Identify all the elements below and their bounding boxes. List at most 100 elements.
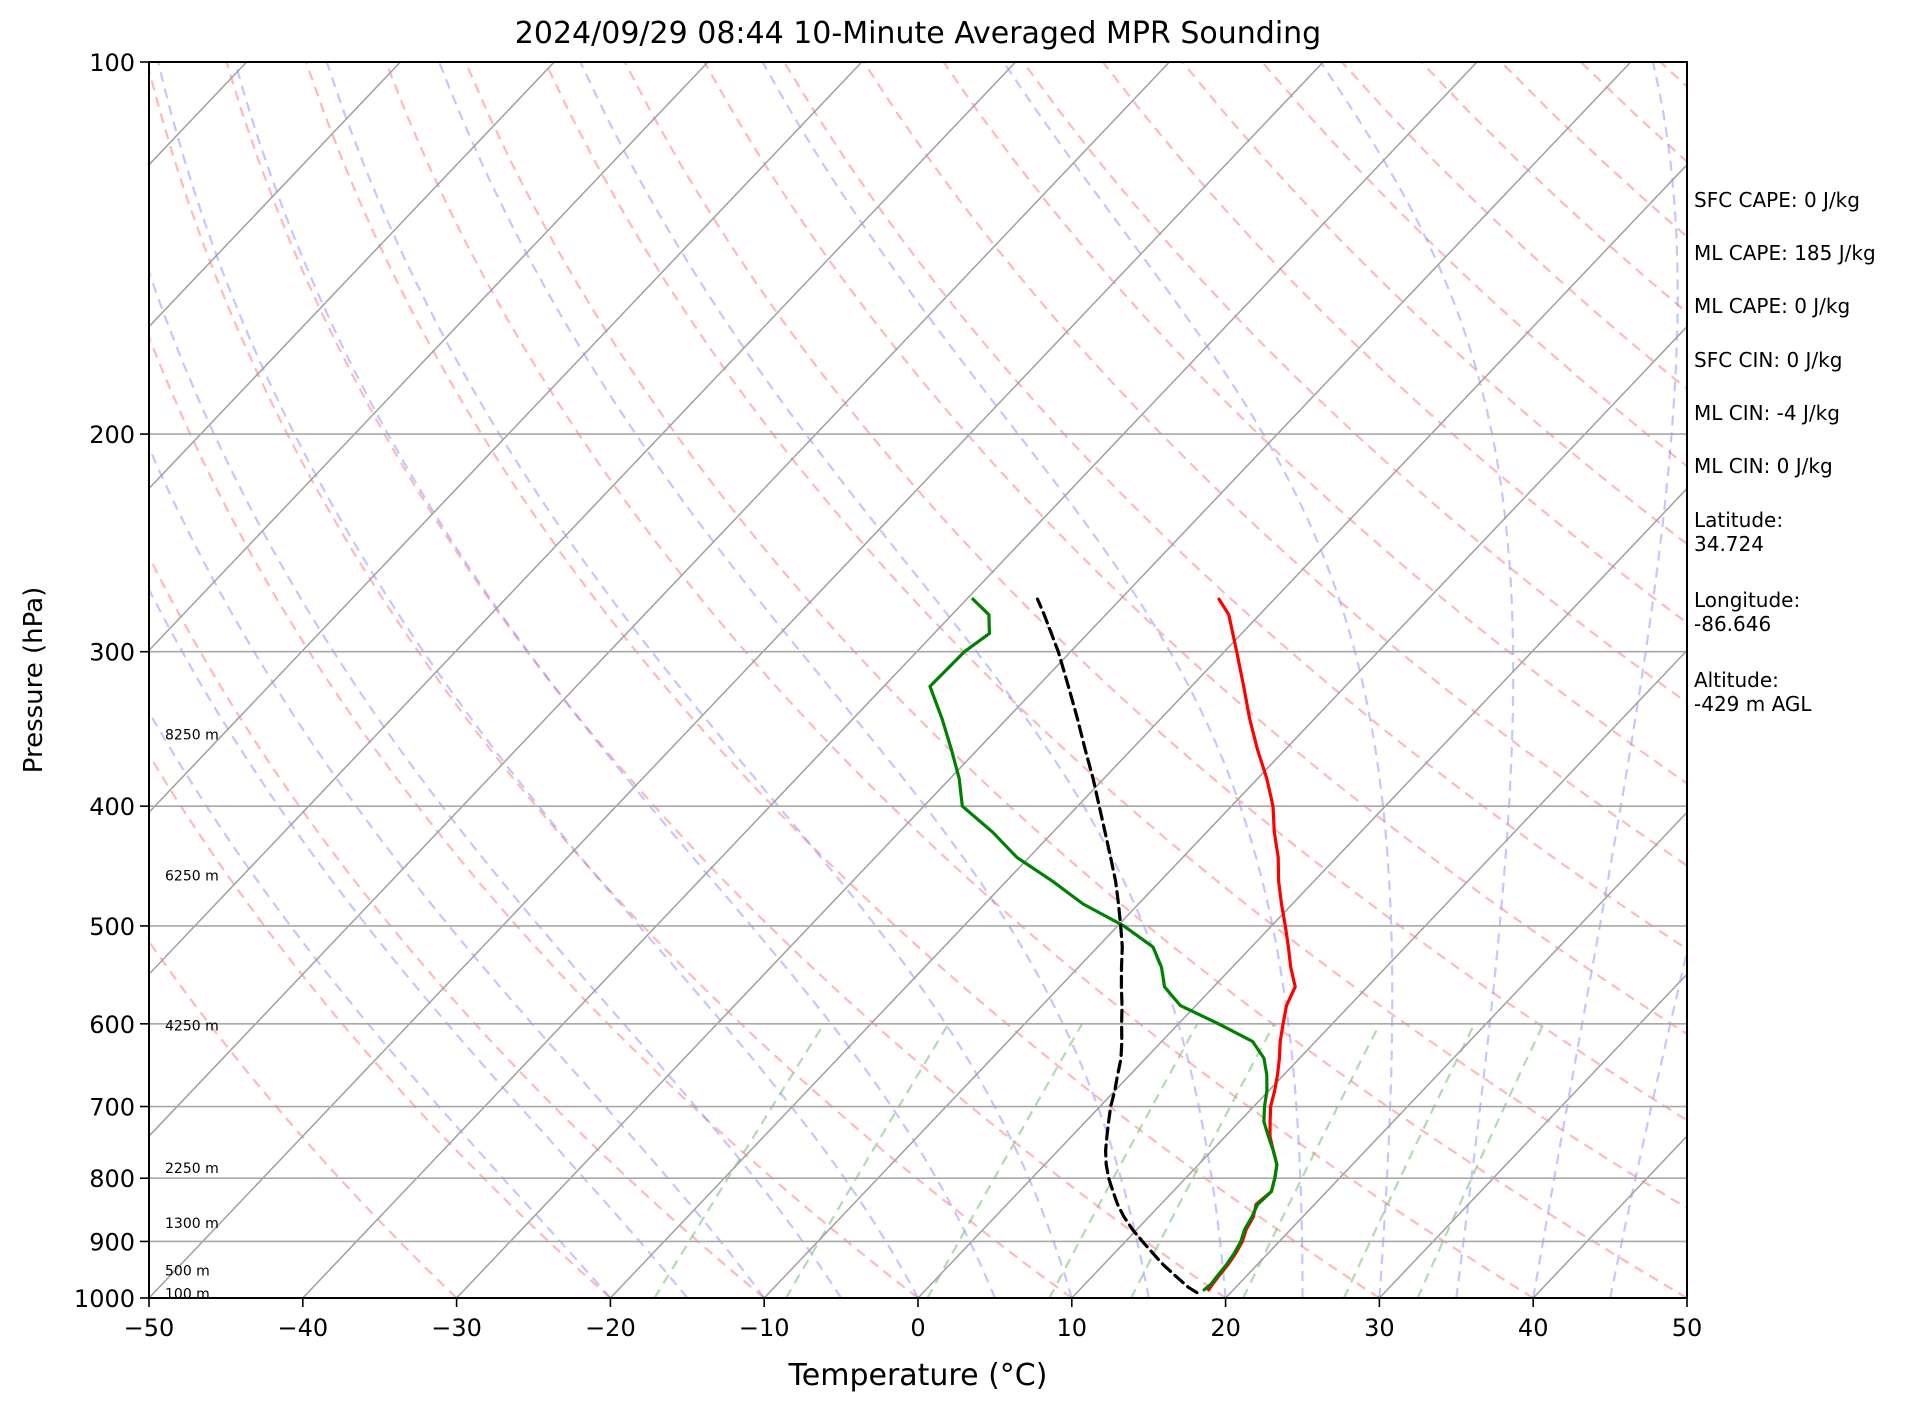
y-tick-label: 300 <box>89 639 135 667</box>
ml-cin-text: ML CIN: -4 J/kg <box>1694 401 1840 425</box>
height-label: 4250 m <box>165 1019 219 1035</box>
mixing-ratio-line <box>1048 1023 1199 1298</box>
x-tick-label: −50 <box>124 1314 175 1342</box>
y-tick-label: 600 <box>89 1011 135 1039</box>
y-tick-label: 800 <box>89 1165 135 1193</box>
altitude-block: Altitude: -429 m AGL <box>1694 668 1812 716</box>
y-axis-label: Pressure (hPa) <box>19 587 49 774</box>
dry-adiabat <box>149 333 919 1298</box>
x-tick-label: 40 <box>1518 1314 1549 1342</box>
isotherm <box>302 62 1478 1298</box>
sfc-cape-text: SFC CAPE: 0 J/kg <box>1694 188 1860 212</box>
y-tick-label: 1000 <box>74 1285 135 1313</box>
dry-adiabat <box>149 752 612 1298</box>
dry-adiabat <box>783 62 1687 951</box>
height-labels: 8250 m 6250 m 4250 m 2250 m 1300 m 500 m 100 m <box>165 727 219 1302</box>
mixing-ratio-line <box>1416 1023 1545 1298</box>
latitude-value: 34.724 <box>1694 532 1764 556</box>
moist-adiabat <box>1532 62 1679 1298</box>
dry-adiabat <box>464 62 1687 1298</box>
temperature-trace <box>1207 597 1297 1292</box>
altitude-value: -429 m AGL <box>1694 692 1812 716</box>
mixing-ratio-line <box>785 1023 950 1298</box>
isotherm <box>149 62 709 652</box>
y-axis: 100 200 300 400 500 600 700 800 900 1000 <box>74 49 149 1313</box>
latitude-label: Latitude: <box>1694 508 1784 532</box>
moist-adiabat <box>1319 62 1515 1298</box>
background-lines <box>149 62 1687 1298</box>
moist-adiabat <box>149 444 766 1298</box>
moist-adiabat <box>761 62 1304 1298</box>
isobar-grid <box>149 62 1687 1298</box>
dry-adiabat <box>149 65 1073 1298</box>
isotherm <box>149 62 863 814</box>
isotherm <box>149 62 401 328</box>
dry-adiabat <box>305 62 1381 1298</box>
dry-adiabat <box>225 62 1227 1298</box>
mixing-ratio-line <box>653 1023 825 1298</box>
x-tick-label: 20 <box>1210 1314 1241 1342</box>
dry-adiabat <box>149 939 458 1298</box>
dry-adiabat <box>942 62 1687 785</box>
height-label: 8250 m <box>165 727 219 743</box>
dewpoint-trace <box>928 597 1279 1292</box>
height-label: 100 m <box>165 1287 210 1303</box>
height-label: 1300 m <box>165 1216 219 1232</box>
moist-adiabat <box>1609 947 1687 1298</box>
moist-adiabat <box>149 587 689 1298</box>
sounding-traces <box>928 597 1297 1295</box>
chart-title: 2024/09/29 08:44 10-Minute Averaged MPR … <box>515 16 1321 51</box>
longitude-label: Longitude: <box>1694 588 1801 612</box>
moist-adiabat <box>149 709 612 1298</box>
isotherm <box>149 62 1324 1298</box>
moist-adiabat <box>579 62 1227 1298</box>
y-tick-label: 200 <box>89 421 135 449</box>
dry-adiabat <box>1101 62 1687 625</box>
y-tick-label: 500 <box>89 913 135 941</box>
dry-adiabat <box>703 62 1687 1036</box>
isotherm <box>149 62 1017 976</box>
isotherm <box>1225 811 1687 1298</box>
x-tick-label: 50 <box>1672 1314 1703 1342</box>
isotherm <box>149 62 555 490</box>
moist-adiabat <box>325 62 1073 1298</box>
isotherm <box>149 62 1170 1138</box>
height-label: 2250 m <box>165 1161 219 1177</box>
moist-adiabat <box>157 62 919 1298</box>
x-tick-label: 30 <box>1364 1314 1395 1342</box>
ml-cape-text-2: ML CAPE: 0 J/kg <box>1694 294 1851 318</box>
x-tick-label: −10 <box>739 1314 790 1342</box>
isotherm <box>917 487 1687 1298</box>
y-tick-label: 100 <box>89 49 135 77</box>
moist-adiabat <box>149 268 843 1298</box>
moist-adiabat <box>1002 62 1394 1298</box>
moist-adiabat <box>234 62 996 1298</box>
parcel-trace <box>1035 597 1199 1295</box>
isotherm <box>763 325 1687 1298</box>
y-tick-label: 900 <box>89 1228 135 1256</box>
isotherm <box>456 62 1632 1298</box>
isotherm <box>609 163 1687 1298</box>
y-tick-label: 400 <box>89 793 135 821</box>
sfc-cin-text: SFC CIN: 0 J/kg <box>1694 348 1843 372</box>
mixing-ratio-line <box>1343 1023 1476 1298</box>
ml-cape-text: ML CAPE: 185 J/kg <box>1694 241 1876 265</box>
x-axis: −50 −40 −30 −20 −10 0 10 20 30 40 50 <box>124 1298 1703 1342</box>
longitude-value: -86.646 <box>1694 612 1772 636</box>
x-tick-label: 0 <box>910 1314 925 1342</box>
height-label: 500 m <box>165 1263 210 1279</box>
y-tick-label: 700 <box>89 1094 135 1122</box>
x-tick-label: −20 <box>585 1314 636 1342</box>
dry-adiabat <box>384 62 1534 1298</box>
x-axis-label: Temperature (°C) <box>788 1358 1048 1393</box>
dry-adiabat <box>623 62 1687 1122</box>
x-tick-label: 10 <box>1057 1314 1088 1342</box>
dry-adiabat <box>544 62 1687 1210</box>
isotherm <box>1378 973 1687 1298</box>
ml-cin-text-2: ML CIN: 0 J/kg <box>1694 454 1833 478</box>
dry-adiabat <box>149 554 765 1298</box>
altitude-label: Altitude: <box>1694 668 1779 692</box>
x-tick-label: −30 <box>431 1314 482 1342</box>
moist-adiabat <box>438 62 1150 1298</box>
